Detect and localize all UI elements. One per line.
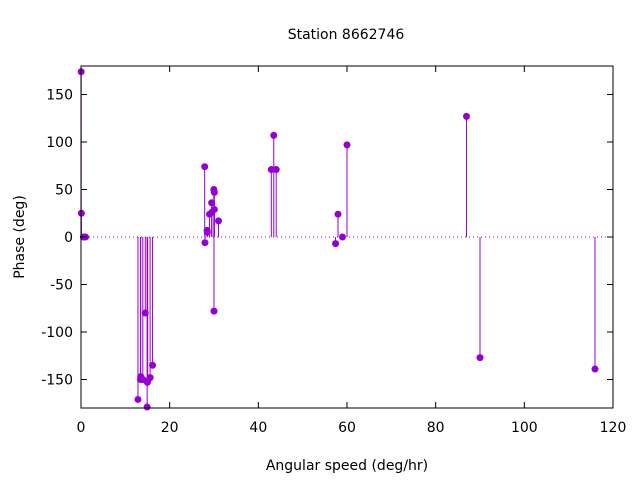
x-tick-label-0: 0 [77,420,86,436]
y-tick-label-0: 0 [64,230,73,246]
y-axis-label: Phase (deg) [12,195,28,279]
y-tick-label--50: -50 [50,278,73,294]
y-tick-label-100: 100 [46,135,73,151]
y-tick-label-50: 50 [55,183,73,199]
data-point-34 [476,354,484,362]
data-point-9 [143,403,151,411]
y-tick-label--150: -150 [41,373,73,389]
x-tick-label-100: 100 [511,420,538,436]
axis-ticks: 0 20 40 60 80 100 120 -150 -100 -50 0 50 100 150 [41,66,626,436]
x-tick-label-60: 60 [338,420,356,436]
x-tick-label-40: 40 [249,420,267,436]
data-point-33 [462,112,470,120]
x-tick-label-80: 80 [427,420,445,436]
x-tick-label-120: 120 [600,420,627,436]
data-point-32 [343,141,351,149]
data-point-14 [201,163,209,171]
y-tick-label-150: 150 [46,88,73,104]
x-tick-label-20: 20 [161,420,179,436]
chart-title: Station 8662746 [288,27,405,43]
data-point-35 [591,365,599,373]
data-point-27 [270,131,278,139]
data-point-25 [215,217,223,225]
data-point-22 [210,307,218,315]
plot-area [77,68,613,411]
data-point-30 [334,210,342,218]
data-point-26 [267,166,275,174]
data-point-24 [210,188,218,196]
data-point-15 [201,239,209,247]
data-point-4 [134,395,142,403]
data-point-28 [272,166,280,174]
x-axis-label: Angular speed (deg/hr) [266,458,428,474]
data-point-13 [149,361,157,369]
data-point-12 [146,374,154,382]
data-point-31 [338,233,346,241]
y-tick-label--100: -100 [41,325,73,341]
data-point-29 [332,240,340,248]
